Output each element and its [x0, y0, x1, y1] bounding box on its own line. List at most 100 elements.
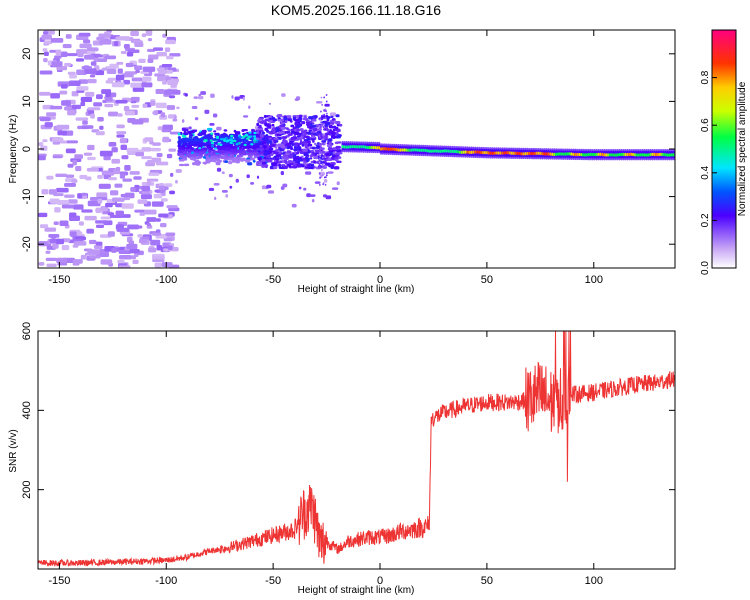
- spectrogram-cell: [381, 147, 385, 151]
- spectrogram-cell: [152, 256, 165, 260]
- spectrogram-cell: [303, 187, 307, 191]
- spectrogram-cell: [160, 112, 166, 118]
- spectrogram-cell: [95, 58, 108, 62]
- spectrogram-cell: [501, 151, 504, 155]
- spectrogram-cell: [320, 124, 324, 127]
- spectrogram-cell: [441, 149, 444, 153]
- spectrogram-cell: [324, 123, 329, 127]
- spectrogram-cell: [431, 149, 435, 153]
- spectrogram-cell: [44, 122, 53, 128]
- colorbar-tick-label: 0.2: [700, 213, 711, 227]
- spectrogram-cell: [81, 192, 87, 196]
- spectrogram-cell: [216, 150, 220, 154]
- spectrogram-cell: [281, 93, 286, 97]
- spectrogram-cell: [130, 82, 143, 88]
- spectrogram-cell: [435, 149, 438, 153]
- spectrogram-cell: [147, 48, 156, 53]
- spectrogram-cell: [311, 135, 316, 139]
- spectrogram-cell: [162, 124, 173, 131]
- spectrogram-cell: [93, 244, 103, 249]
- spectrogram-cell: [161, 64, 173, 68]
- spectrogram-cell: [126, 243, 138, 250]
- spectrogram-cell: [117, 113, 123, 117]
- spectrogram-cell: [322, 114, 324, 117]
- spectrogram-cell: [330, 132, 336, 135]
- spectrogram-cell: [195, 162, 201, 166]
- snr-x-ticks: -150 -100 -50 0 50 100: [48, 331, 603, 587]
- spectrogram-cell: [249, 154, 253, 158]
- spectrogram-cell: [403, 148, 406, 152]
- spectrogram-cell: [271, 162, 277, 166]
- snr-ytick-label: 200: [21, 480, 33, 498]
- spectrogram-cell: [383, 147, 386, 151]
- spectrogram-cell: [164, 89, 172, 95]
- spectrogram-cell: [282, 141, 287, 145]
- spectrogram-cell: [100, 259, 113, 265]
- spectrogram-cell: [75, 117, 89, 121]
- spectrogram-cell: [197, 133, 203, 136]
- spectrogram-cell: [651, 152, 654, 157]
- spectrogram-cell: [134, 184, 140, 188]
- spectrogram-cell: [56, 257, 68, 264]
- spectrogram-cell: [141, 185, 151, 192]
- spectrogram-cell: [518, 151, 521, 156]
- spectrogram-cell: [318, 165, 320, 168]
- spectrogram-cell: [152, 142, 161, 146]
- spectrogram-cell: [455, 149, 458, 154]
- spectrogram-cell: [287, 145, 292, 149]
- spectrogram-cell: [144, 209, 157, 215]
- spectrogram-cell: [61, 245, 70, 251]
- spectrogram-cell: [56, 124, 70, 130]
- spectrogram-cell: [428, 149, 431, 153]
- spectrogram-cell: [325, 162, 331, 166]
- spectrogram-cell: [61, 204, 75, 209]
- spectrogram-cell: [44, 227, 57, 232]
- spectrogram-cell: [88, 239, 97, 245]
- spectrogram-cell: [286, 115, 292, 118]
- spectrogram-cell: [259, 146, 263, 150]
- spectrogram-cell: [76, 69, 87, 76]
- spectrogram-cell: [104, 55, 117, 60]
- spectrogram-cell: [46, 263, 57, 267]
- spectrogram-cell: [306, 137, 311, 141]
- spectrogram-cell: [145, 30, 153, 36]
- spectrogram-cell: [122, 178, 132, 182]
- spectrogram-cell: [208, 147, 212, 150]
- colorbar-label: Normalized spectral amplitude: [737, 81, 748, 216]
- spectrogram-cell: [134, 42, 144, 48]
- spectrogram-x-ticks: -150 -100 -50 0 50 100: [48, 30, 603, 286]
- spectrogram-cell: [86, 228, 94, 234]
- spectrogram-cell: [301, 143, 305, 147]
- spectrogram-cell: [324, 108, 327, 111]
- spectrogram-cell: [164, 183, 173, 188]
- spectrogram-cell: [439, 149, 442, 153]
- spectrogram-cell: [175, 179, 178, 184]
- spectrogram-cell: [87, 107, 101, 111]
- spectrogram-cell: [275, 148, 279, 152]
- spectrogram-cell: [653, 152, 656, 157]
- spectrogram-cell: [126, 147, 139, 153]
- spectrogram-cell: [495, 151, 498, 155]
- spectrogram-cell: [456, 150, 460, 154]
- spectrogram-cell: [320, 144, 322, 147]
- spectrogram-cell: [229, 137, 233, 140]
- spectrogram-cell: [288, 133, 293, 136]
- spectrogram-cell: [163, 238, 173, 242]
- spectrogram-cell: [42, 48, 48, 52]
- spectrogram-cell: [236, 157, 241, 161]
- spectrogram-cell: [198, 151, 205, 155]
- spectrogram-cell: [54, 207, 61, 213]
- spectrogram-cell: [105, 91, 111, 98]
- spectrogram-cell: [202, 139, 208, 142]
- spectrogram-cell: [460, 150, 463, 154]
- spectrogram-cell: [323, 142, 326, 145]
- spectrogram-cell: [100, 206, 109, 212]
- spectrogram-cell: [462, 150, 465, 154]
- spectrogram-cell: [151, 201, 164, 207]
- spectrogram-cell: [320, 110, 322, 113]
- spectrogram-cell: [135, 152, 145, 157]
- snr-frame: [37, 330, 676, 570]
- spectrogram-cell: [48, 234, 60, 238]
- spectrogram-cell: [167, 245, 173, 251]
- spectrogram-cell: [256, 148, 260, 151]
